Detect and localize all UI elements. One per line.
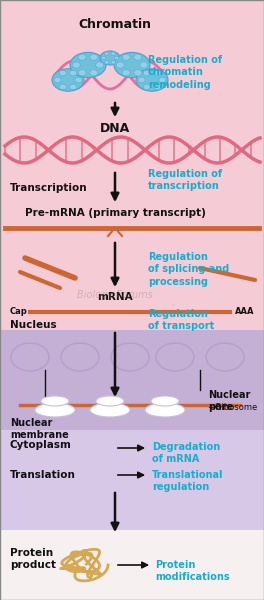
Ellipse shape [134,70,142,76]
Bar [0,530,264,600]
Ellipse shape [140,62,148,68]
Ellipse shape [143,70,150,76]
Ellipse shape [78,70,86,76]
Bar [0,330,264,450]
Ellipse shape [61,343,99,371]
Text: Regulation of
transcription: Regulation of transcription [148,169,222,191]
Ellipse shape [156,343,194,371]
Text: AAA: AAA [235,307,255,317]
Text: Regulation
of transport: Regulation of transport [148,309,214,331]
Ellipse shape [75,77,82,83]
Ellipse shape [72,62,80,68]
Ellipse shape [145,403,185,417]
Text: Protein
product: Protein product [10,548,56,571]
Ellipse shape [59,70,67,76]
Ellipse shape [143,84,150,90]
Text: Regulation of
chromatin
remodeling: Regulation of chromatin remodeling [148,55,222,90]
Ellipse shape [154,84,161,90]
Text: Nuclear
pore: Nuclear pore [208,390,250,412]
Ellipse shape [70,52,106,77]
Ellipse shape [151,396,179,406]
Ellipse shape [11,343,49,371]
Text: Nucleus: Nucleus [10,320,56,330]
Text: Regulation
of splicing and
processing: Regulation of splicing and processing [148,252,229,287]
Ellipse shape [54,77,61,83]
Text: Protein
modifications: Protein modifications [155,560,230,583]
Ellipse shape [114,52,150,77]
Text: Chromatin: Chromatin [78,18,152,31]
Text: Biology Forums: Biology Forums [77,290,153,300]
Ellipse shape [111,343,149,371]
Text: Degradation
of mRNA: Degradation of mRNA [152,442,220,464]
Text: Cap: Cap [9,307,27,317]
Ellipse shape [134,54,142,61]
Text: ─ Ribosome: ─ Ribosome [208,403,257,412]
Ellipse shape [138,77,145,83]
Ellipse shape [70,84,77,90]
Text: Translation: Translation [10,470,76,480]
Ellipse shape [70,70,77,76]
Ellipse shape [122,54,130,61]
Ellipse shape [116,62,124,68]
Ellipse shape [105,52,109,55]
Ellipse shape [90,70,98,76]
Ellipse shape [206,343,244,371]
Ellipse shape [114,56,119,60]
Ellipse shape [100,51,120,65]
Text: DNA: DNA [100,122,130,135]
Ellipse shape [159,77,166,83]
Ellipse shape [52,69,84,91]
Ellipse shape [96,396,124,406]
Ellipse shape [111,52,116,55]
Bar [0,0,264,430]
Ellipse shape [154,70,161,76]
Ellipse shape [78,54,86,61]
Ellipse shape [90,54,98,61]
Ellipse shape [122,70,130,76]
Text: mRNA: mRNA [97,292,133,302]
Ellipse shape [136,69,168,91]
Ellipse shape [105,61,109,64]
Ellipse shape [41,396,69,406]
Text: Cytoplasm: Cytoplasm [10,440,72,450]
Ellipse shape [96,62,104,68]
Ellipse shape [101,56,106,60]
Ellipse shape [35,403,75,417]
Ellipse shape [111,61,116,64]
Text: Nuclear
membrane: Nuclear membrane [10,418,69,440]
Bar [0,430,264,550]
Ellipse shape [90,403,130,417]
Text: Pre-mRNA (primary transcript): Pre-mRNA (primary transcript) [25,208,205,218]
Ellipse shape [59,84,67,90]
Text: Translational
regulation: Translational regulation [152,470,224,493]
Text: Transcription: Transcription [10,183,88,193]
